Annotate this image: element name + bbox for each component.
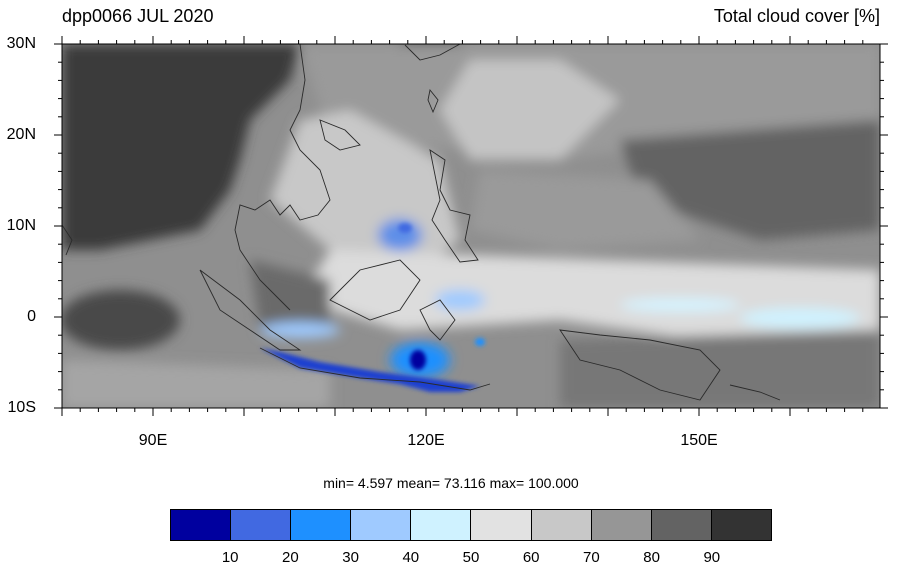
colorbar-swatch (411, 510, 472, 540)
map-title: dpp0066 JUL 2020 (62, 6, 214, 26)
colorbar-swatch (471, 510, 532, 540)
lat-label-20n: 20N (6, 126, 36, 143)
stats-line: min= 4.597 mean= 73.116 max= 100.000 (323, 475, 579, 491)
colorbar-label: 50 (462, 549, 480, 566)
lat-label-0: 0 (27, 308, 36, 325)
colorbar-label: 40 (402, 549, 420, 566)
colorbar-swatch (651, 510, 712, 540)
colorbar-label: 60 (522, 549, 540, 566)
colorbar-label: 70 (583, 549, 600, 566)
colorbar-label: 80 (643, 549, 660, 566)
colorbar-swatch (291, 510, 352, 540)
colorbar-swatch (591, 510, 652, 540)
colorbar-swatch (231, 510, 292, 540)
colorbar-swatch (171, 510, 232, 540)
variable-title: Total cloud cover [%] (713, 6, 880, 26)
lat-label-10s: 10S (7, 399, 36, 416)
colorbar-label: 10 (221, 549, 239, 566)
colorbar-swatch (531, 510, 592, 540)
lat-label-10n: 10N (6, 217, 36, 234)
colorbar-swatch (351, 510, 412, 540)
coastlines (62, 44, 781, 401)
lat-label-30n: 30N (6, 35, 36, 52)
cloud-field (62, 44, 880, 408)
colorbar (170, 509, 772, 541)
colorbar-label: 30 (342, 549, 359, 566)
lon-label-120e: 120E (407, 432, 445, 449)
colorbar-label: 90 (703, 549, 721, 566)
colorbar-label: 20 (282, 549, 299, 566)
lon-label-150e: 150E (680, 432, 718, 449)
lon-label-90e: 90E (138, 432, 168, 449)
colorbar-swatch (711, 510, 771, 540)
